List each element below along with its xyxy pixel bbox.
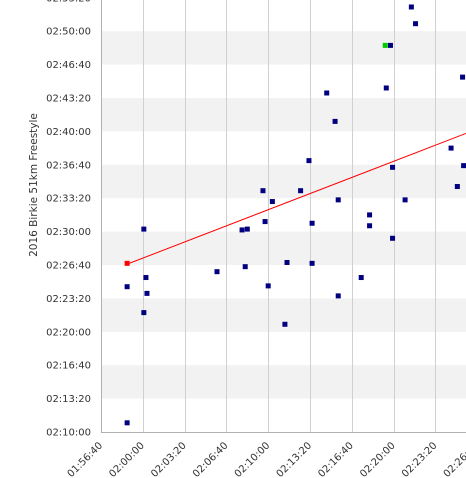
data-point bbox=[402, 197, 408, 203]
y-tick-label: 02:10:00 bbox=[46, 428, 91, 439]
y-tick-label: 02:30:00 bbox=[46, 227, 91, 238]
grid-band bbox=[101, 164, 466, 199]
data-point bbox=[367, 223, 373, 229]
data-point bbox=[242, 264, 248, 270]
data-point bbox=[460, 74, 466, 80]
y-tick-label: 02:33:20 bbox=[46, 194, 91, 205]
trend-line bbox=[126, 132, 466, 265]
x-tick-label: 02:00:00 bbox=[107, 440, 147, 478]
grid-band bbox=[101, 298, 466, 332]
grid-band bbox=[101, 231, 466, 265]
trend-line-group bbox=[126, 132, 466, 265]
y-tick-label: 02:40:00 bbox=[46, 127, 91, 138]
data-point bbox=[298, 188, 304, 194]
data-point bbox=[141, 226, 147, 232]
data-point bbox=[358, 275, 364, 281]
y-tick-label: 02:13:20 bbox=[46, 394, 91, 405]
data-point bbox=[265, 283, 271, 289]
data-point bbox=[306, 158, 312, 164]
y-axis-title: 2016 Birkie 51km Freestyle bbox=[28, 113, 40, 257]
data-point bbox=[124, 420, 130, 426]
data-point bbox=[383, 85, 389, 91]
y-tick-label: 02:16:40 bbox=[46, 361, 91, 372]
x-axis-tick-labels: 01:56:40 02:00:00 02:03:20 02:06:40 02:10:00… bbox=[66, 440, 466, 478]
data-point bbox=[239, 227, 245, 233]
data-point bbox=[387, 42, 393, 48]
data-point bbox=[214, 269, 220, 275]
data-point bbox=[413, 21, 419, 27]
x-tick-label: 02:06:40 bbox=[191, 440, 231, 478]
data-point bbox=[244, 226, 250, 232]
data-point bbox=[260, 188, 266, 194]
data-point bbox=[144, 290, 150, 296]
x-tick-label: 02:16:40 bbox=[316, 440, 356, 478]
y-tick-label: 02:20:00 bbox=[46, 327, 91, 338]
data-point bbox=[124, 260, 130, 266]
x-tick-label: 01:56:40 bbox=[66, 440, 106, 478]
data-point bbox=[382, 42, 388, 48]
grid-band bbox=[101, 98, 466, 132]
y-tick-label: 02:26:40 bbox=[46, 261, 91, 272]
y-tick-label: 02:50:00 bbox=[46, 27, 91, 38]
data-point bbox=[335, 197, 341, 203]
data-points bbox=[124, 4, 466, 426]
data-point bbox=[448, 145, 454, 151]
x-tick-label: 02:13:20 bbox=[275, 440, 315, 478]
data-point bbox=[324, 90, 330, 96]
data-point bbox=[141, 310, 147, 316]
y-axis-tick-labels: 02:10:00 02:13:20 02:16:40 02:20:00 02:23:20… bbox=[46, 0, 91, 439]
data-point bbox=[282, 321, 288, 327]
grid-band bbox=[101, 365, 466, 399]
data-point bbox=[262, 219, 268, 225]
x-tick-label: 02:20:00 bbox=[358, 440, 398, 478]
y-tick-label: 02:43:20 bbox=[46, 94, 91, 105]
data-point bbox=[143, 275, 149, 281]
data-point bbox=[309, 260, 315, 266]
data-point bbox=[454, 184, 460, 190]
data-point bbox=[408, 4, 414, 10]
data-point bbox=[284, 259, 290, 265]
data-point bbox=[367, 212, 373, 218]
y-tick-label: 02:36:40 bbox=[46, 160, 91, 171]
x-tick-label: 02:26:40 bbox=[442, 440, 466, 478]
x-tick-label: 02:03:20 bbox=[149, 440, 189, 478]
data-point bbox=[332, 118, 338, 124]
grid-band bbox=[101, 31, 466, 65]
data-point bbox=[390, 235, 396, 241]
y-tick-label: 02:23:20 bbox=[46, 294, 91, 305]
data-point bbox=[124, 284, 130, 290]
data-point bbox=[309, 220, 315, 226]
data-point bbox=[461, 163, 466, 169]
x-tick-label: 02:23:20 bbox=[400, 440, 440, 478]
x-tick-label: 02:10:00 bbox=[233, 440, 273, 478]
y-tick-label: 02:53:20 bbox=[46, 0, 91, 4]
data-point bbox=[390, 164, 396, 170]
data-point bbox=[269, 199, 275, 205]
grid-vertical-lines bbox=[101, 0, 466, 433]
y-tick-label: 02:46:40 bbox=[46, 60, 91, 71]
data-point bbox=[335, 293, 341, 299]
grid-bands bbox=[101, 31, 466, 399]
